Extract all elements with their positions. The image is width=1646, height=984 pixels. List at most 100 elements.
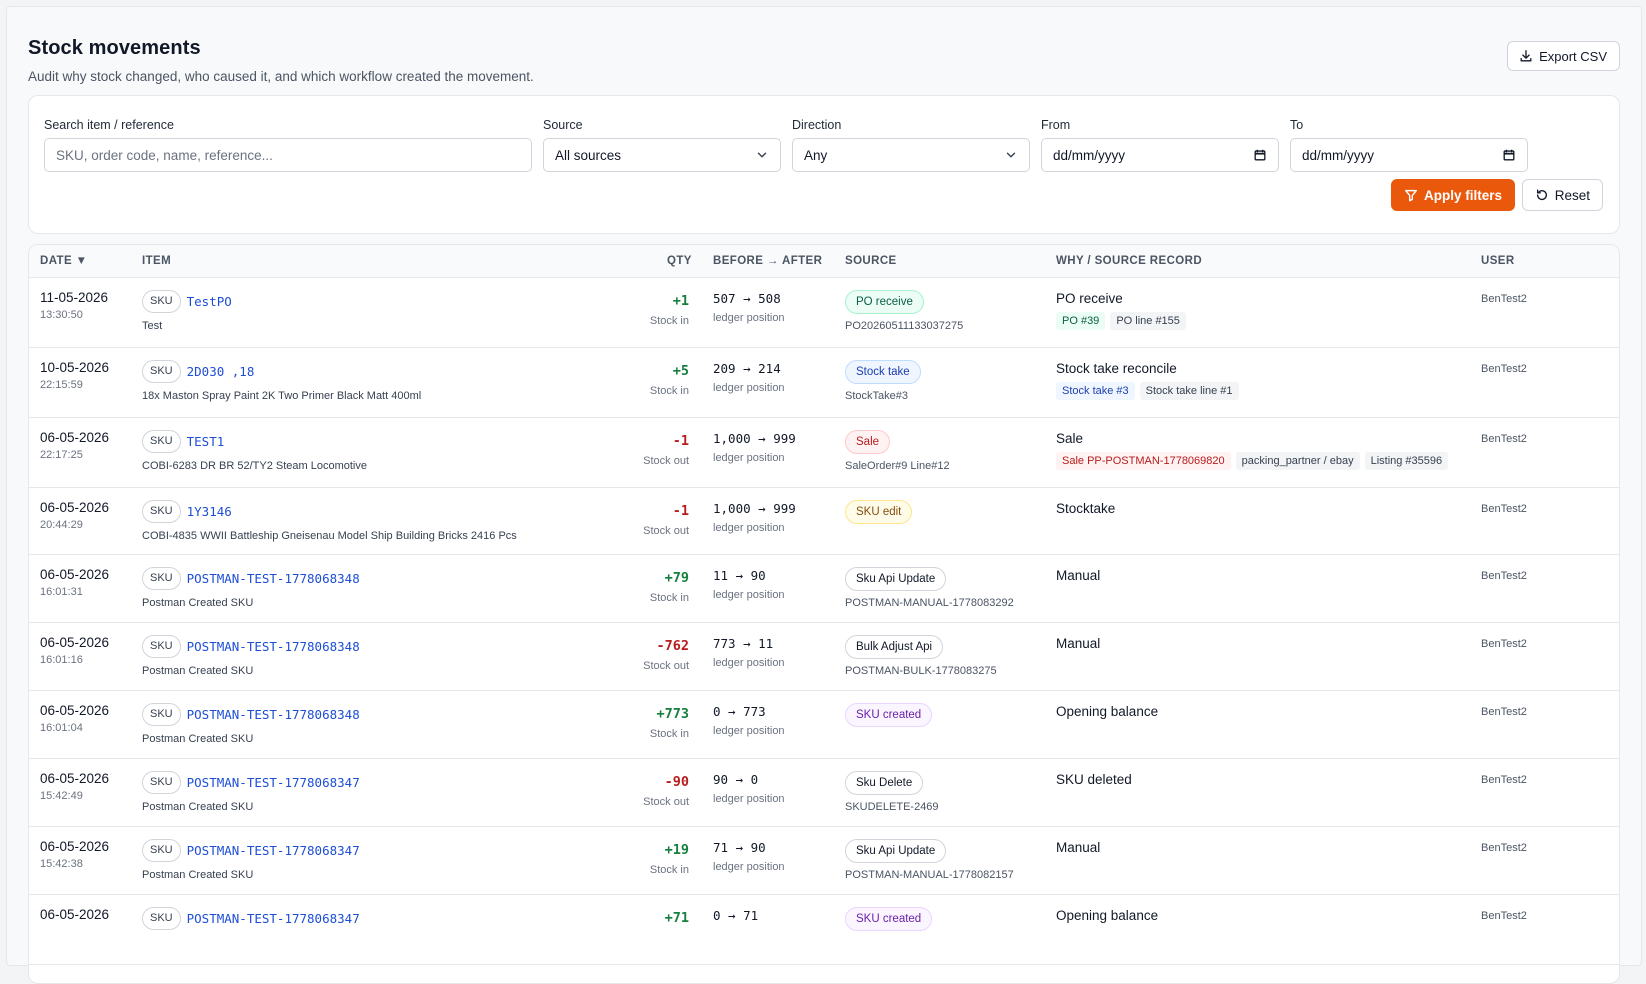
qty-cell: +19 Stock in bbox=[569, 842, 689, 876]
column-header-date[interactable]: DATE ▼ bbox=[40, 255, 88, 267]
why-reason: Manual bbox=[1056, 568, 1101, 583]
qty-direction: Stock in bbox=[649, 728, 689, 740]
user-cell: BenTest2 bbox=[1481, 774, 1527, 786]
qty-direction: Stock out bbox=[643, 455, 689, 467]
sku-link[interactable]: 1Y3146 bbox=[186, 504, 232, 519]
source-cell: PO receive PO20260511133037275 bbox=[845, 290, 963, 332]
before-after-cell: 0 → 773 ledger position bbox=[713, 704, 785, 737]
why-reason: Opening balance bbox=[1056, 704, 1159, 719]
movement-time: 16:01:04 bbox=[40, 722, 83, 734]
table-row: 11-05-2026 13:30:50 SKU TestPO Test +1 Stock i… bbox=[29, 278, 1619, 348]
source-reference: SaleOrder#9 Line#12 bbox=[845, 460, 950, 472]
date-cell: 06-05-2026 bbox=[40, 907, 109, 926]
table-row: 06-05-2026 15:42:38 SKU POSTMAN-TEST-177806… bbox=[29, 827, 1619, 895]
before-after-label: ledger position bbox=[713, 657, 785, 669]
sku-badge: SKU bbox=[142, 567, 181, 590]
before-after-value: 0 → 773 bbox=[713, 704, 766, 719]
sku-link[interactable]: POSTMAN-TEST-1778068348 bbox=[186, 707, 360, 722]
qty-direction: Stock out bbox=[643, 796, 689, 808]
qty-value: +71 bbox=[664, 910, 689, 926]
search-input[interactable]: SKU, order code, name, reference... bbox=[44, 138, 532, 172]
source-record-tag: PO line #155 bbox=[1110, 312, 1186, 330]
source-record-tag: Listing #35596 bbox=[1364, 452, 1449, 470]
sku-link[interactable]: POSTMAN-TEST-1778068347 bbox=[186, 775, 360, 790]
reset-label: Reset bbox=[1554, 187, 1590, 203]
why-reason: Manual bbox=[1056, 840, 1101, 855]
sku-link[interactable]: POSTMAN-TEST-1778068348 bbox=[186, 639, 360, 654]
sku-link[interactable]: TEST1 bbox=[186, 434, 225, 449]
movement-time: 16:01:16 bbox=[40, 654, 83, 666]
before-after-value: 209 → 214 bbox=[713, 361, 781, 376]
sku-badge: SKU bbox=[142, 635, 181, 658]
before-after-label: ledger position bbox=[713, 452, 785, 464]
qty-value: +773 bbox=[656, 706, 689, 722]
user-name: BenTest2 bbox=[1481, 433, 1527, 445]
movement-time: 13:30:50 bbox=[40, 309, 83, 321]
movement-date: 06-05-2026 bbox=[40, 430, 110, 445]
why-tags: Sale PP-POSTMAN-1778069820 packing_partne… bbox=[1056, 452, 1449, 470]
direction-select[interactable]: Any bbox=[792, 138, 1030, 172]
from-date-input[interactable]: dd/mm/yyyy bbox=[1041, 138, 1279, 172]
qty-cell: -1 Stock out bbox=[569, 433, 689, 467]
movement-date: 11-05-2026 bbox=[40, 290, 109, 305]
table-row: 06-05-2026 16:01:16 SKU POSTMAN-TEST-177806… bbox=[29, 623, 1619, 691]
source-cell: Sku Api Update POSTMAN-MANUAL-1778083292 bbox=[845, 567, 1014, 609]
source-select[interactable]: All sources bbox=[543, 138, 781, 172]
movement-time: 20:44:29 bbox=[40, 519, 83, 531]
source-badge: Sku Api Update bbox=[845, 567, 947, 591]
calendar-icon[interactable] bbox=[1253, 148, 1267, 162]
item-name: 18x Maston Spray Paint 2K Two Primer Bla… bbox=[142, 390, 422, 402]
source-cell: SKU edit bbox=[845, 500, 913, 530]
user-name: BenTest2 bbox=[1481, 570, 1527, 582]
item-cell: SKU TEST1 COBI-6283 DR BR 52/TY2 Steam Loc… bbox=[142, 430, 367, 472]
user-cell: BenTest2 bbox=[1481, 363, 1527, 375]
source-badge: Sku Api Update bbox=[845, 839, 947, 863]
sku-link[interactable]: POSTMAN-TEST-1778068347 bbox=[186, 911, 360, 926]
sku-link[interactable]: TestPO bbox=[186, 294, 232, 309]
sku-badge: SKU bbox=[142, 500, 181, 523]
qty-value: +19 bbox=[664, 842, 689, 858]
source-label: Source bbox=[543, 118, 583, 132]
before-after-value: 1,000 → 999 bbox=[713, 501, 796, 516]
movement-date: 06-05-2026 bbox=[40, 771, 110, 786]
why-reason: Opening balance bbox=[1056, 908, 1159, 923]
item-cell: SKU POSTMAN-TEST-1778068348 Postman Create… bbox=[142, 635, 360, 677]
before-after-cell: 209 → 214 ledger position bbox=[713, 361, 785, 394]
calendar-icon[interactable] bbox=[1502, 148, 1516, 162]
before-after-value: 507 → 508 bbox=[713, 291, 781, 306]
item-cell: SKU TestPO Test bbox=[142, 290, 232, 332]
movement-time: 15:42:38 bbox=[40, 858, 83, 870]
sku-link[interactable]: POSTMAN-TEST-1778068348 bbox=[186, 571, 360, 586]
from-group: From dd/mm/yyyy bbox=[1041, 118, 1279, 172]
date-cell: 11-05-2026 13:30:50 bbox=[40, 290, 108, 321]
item-cell: SKU 1Y3146 COBI-4835 WWII Battleship Gneis… bbox=[142, 500, 517, 542]
before-after-value: 0 → 71 bbox=[713, 908, 759, 923]
sku-link[interactable]: POSTMAN-TEST-1778068347 bbox=[186, 843, 360, 858]
to-date-placeholder: dd/mm/yyyy bbox=[1302, 147, 1375, 163]
movement-time: 22:15:59 bbox=[40, 379, 83, 391]
user-cell: BenTest2 bbox=[1481, 910, 1527, 922]
search-label: Search item / reference bbox=[44, 118, 174, 132]
user-name: BenTest2 bbox=[1481, 910, 1527, 922]
item-name: COBI-6283 DR BR 52/TY2 Steam Locomotive bbox=[142, 460, 367, 472]
source-cell: Stock take StockTake#3 bbox=[845, 360, 921, 402]
before-after-value: 11 → 90 bbox=[713, 568, 766, 583]
user-cell: BenTest2 bbox=[1481, 503, 1527, 515]
export-csv-button[interactable]: Export CSV bbox=[1507, 41, 1620, 71]
page-subtitle: Audit why stock changed, who caused it, … bbox=[28, 69, 534, 84]
table-header: DATE ▼ ITEM QTY BEFORE → AFTER SOURCE WH… bbox=[29, 245, 1619, 278]
reset-button[interactable]: Reset bbox=[1521, 179, 1603, 211]
movement-time: 16:01:31 bbox=[40, 586, 83, 598]
source-reference: SKUDELETE-2469 bbox=[845, 801, 939, 813]
to-date-input[interactable]: dd/mm/yyyy bbox=[1290, 138, 1528, 172]
apply-filters-button[interactable]: Apply filters bbox=[1390, 179, 1515, 211]
chevron-down-icon bbox=[757, 152, 767, 158]
item-cell: SKU 2D030 ,18 18x Maston Spray Paint 2K Tw… bbox=[142, 360, 421, 402]
source-badge: SKU created bbox=[845, 703, 933, 727]
before-after-cell: 773 → 11 ledger position bbox=[713, 636, 785, 669]
source-record-tag: PO #39 bbox=[1056, 312, 1106, 330]
before-after-value: 71 → 90 bbox=[713, 840, 766, 855]
column-header-before-after: BEFORE → AFTER bbox=[713, 255, 823, 267]
user-name: BenTest2 bbox=[1481, 293, 1527, 305]
sku-link[interactable]: 2D030 ,18 bbox=[186, 364, 255, 379]
